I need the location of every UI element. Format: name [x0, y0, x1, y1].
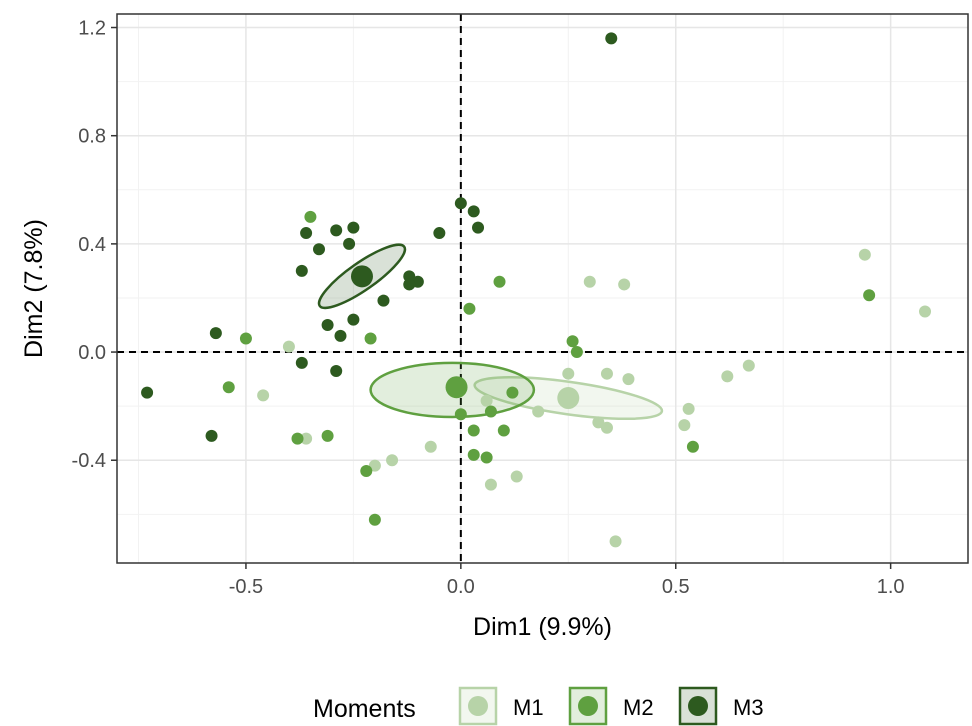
point-m3 [330, 364, 343, 377]
point-m2 [467, 448, 480, 461]
legend-dot-m1 [468, 696, 488, 716]
point-m3 [454, 197, 467, 210]
point-m1 [424, 440, 437, 453]
legend-label-m3: M3 [733, 695, 764, 720]
point-m2 [239, 332, 252, 345]
point-m1 [622, 373, 635, 386]
panel-border [116, 13, 969, 564]
x-tick-label: 0.5 [662, 576, 690, 598]
point-m3 [330, 224, 343, 237]
y-tick-label: -0.4 [72, 450, 106, 472]
point-m3 [295, 356, 308, 369]
point-m1 [919, 305, 932, 318]
point-m2 [291, 432, 304, 445]
legend-label-m1: M1 [513, 695, 544, 720]
y-tick-label: 0.8 [78, 126, 106, 148]
point-m1 [484, 478, 497, 491]
legend-dot-m2 [578, 696, 598, 716]
legend-label-m2: M2 [623, 695, 654, 720]
centroid-m3 [350, 265, 373, 288]
y-axis-title: Dim2 (7.8%) [20, 219, 48, 358]
point-m3 [433, 227, 446, 240]
point-m2 [364, 332, 377, 345]
point-m2 [368, 513, 381, 526]
legend: Moments M1 M2 M3 [313, 686, 764, 726]
point-m1 [600, 367, 613, 380]
point-m1 [282, 340, 295, 353]
point-m2 [497, 424, 510, 437]
point-m1 [609, 535, 622, 548]
point-m1 [510, 470, 523, 483]
point-m2 [463, 302, 476, 315]
point-m1 [300, 432, 313, 445]
point-m3 [141, 386, 154, 399]
point-m1 [618, 278, 631, 291]
point-m3 [343, 237, 356, 250]
point-m2 [863, 289, 876, 302]
point-m1 [368, 459, 381, 472]
point-m3 [209, 327, 222, 340]
point-m1 [480, 394, 493, 407]
x-tick-label: 0.0 [447, 576, 475, 598]
point-m1 [386, 454, 399, 467]
point-m3 [605, 32, 618, 45]
point-m1 [257, 389, 270, 402]
legend-title: Moments [313, 695, 416, 723]
point-m2 [360, 465, 373, 478]
x-axis-title: Dim1 (9.9%) [473, 613, 612, 641]
point-m3 [377, 294, 390, 307]
point-m2 [506, 386, 519, 399]
point-m1 [600, 421, 613, 434]
point-m2 [566, 335, 579, 348]
y-tick-label: 0.4 [78, 234, 106, 256]
centroid-m1 [557, 387, 580, 410]
group-centroids [350, 265, 580, 410]
point-m1 [742, 359, 755, 372]
point-m3 [347, 313, 360, 326]
point-m3 [300, 227, 313, 240]
x-tick-label: -0.5 [229, 576, 263, 598]
point-m2 [304, 210, 317, 223]
legend-key-m1 [458, 686, 498, 726]
point-m3 [205, 429, 218, 442]
data-points [141, 32, 932, 548]
point-m3 [467, 205, 480, 218]
point-m1 [858, 248, 871, 261]
point-m2 [570, 346, 583, 359]
point-m3 [321, 319, 334, 332]
x-tick-label: 1.0 [877, 576, 905, 598]
point-m2 [321, 429, 334, 442]
point-m2 [467, 424, 480, 437]
point-m1 [682, 402, 695, 415]
point-m1 [678, 419, 691, 432]
y-tick-label: 0.0 [78, 342, 106, 364]
centroid-m2 [445, 376, 468, 399]
point-m1 [721, 370, 734, 383]
point-m1 [532, 405, 545, 418]
point-m3 [347, 221, 360, 234]
point-m2 [480, 451, 493, 464]
point-m3 [403, 278, 416, 291]
point-m3 [334, 329, 347, 342]
point-m3 [313, 243, 326, 256]
point-m1 [562, 367, 575, 380]
panel-background [117, 14, 968, 563]
point-m2 [686, 440, 699, 453]
legend-dot-m3 [688, 696, 708, 716]
point-m2 [493, 275, 506, 288]
point-m2 [222, 381, 235, 394]
point-m3 [295, 264, 308, 277]
axes: -0.5 0.0 0.5 1.0 -0.4 0.0 0.4 0.8 1.2 [72, 13, 969, 598]
point-m3 [472, 221, 485, 234]
point-m1 [583, 275, 596, 288]
plot-panel [117, 14, 968, 563]
point-m2 [484, 405, 497, 418]
point-m1 [592, 416, 605, 429]
point-m2 [454, 408, 467, 421]
y-tick-label: 1.2 [78, 18, 106, 40]
